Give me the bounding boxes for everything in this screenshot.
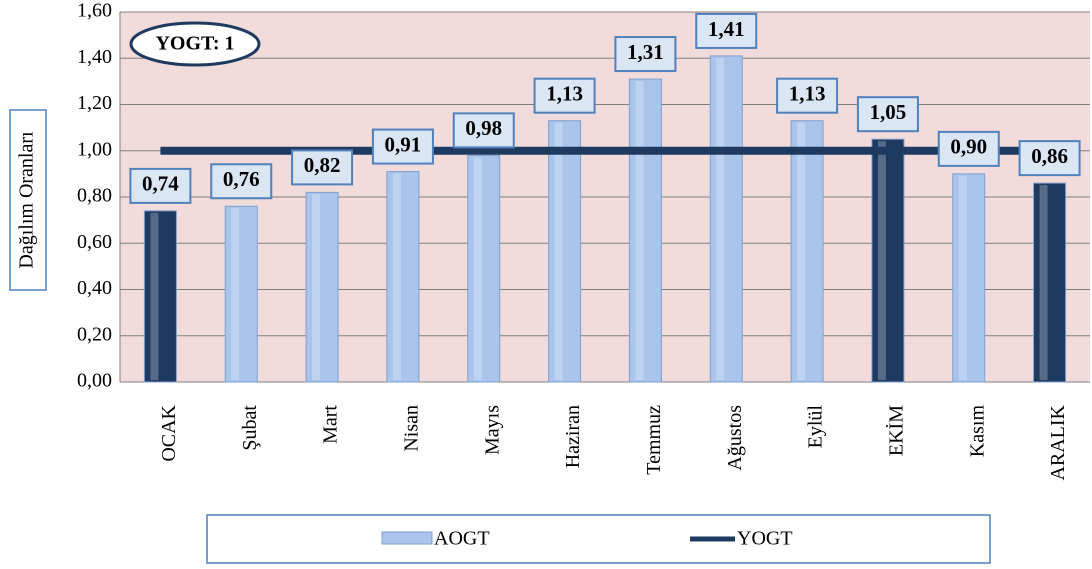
bar-highlight xyxy=(1039,185,1048,380)
bar xyxy=(952,173,986,383)
value-label: 1,41 xyxy=(708,17,745,41)
value-label-box xyxy=(291,149,354,186)
value-label-box xyxy=(856,96,919,133)
x-tick-label: Ağustos xyxy=(724,405,746,471)
value-label: 0,90 xyxy=(950,135,987,159)
bar-highlight xyxy=(877,141,886,380)
annotation: YOGT: 1 xyxy=(155,33,234,55)
bar-highlight xyxy=(231,208,240,380)
value-label: 1,05 xyxy=(870,100,907,124)
value-label: 0,98 xyxy=(465,116,502,140)
bar xyxy=(143,210,177,383)
bar-highlight xyxy=(554,122,563,380)
legend-label: AOGT xyxy=(434,528,490,550)
value-label: 0,82 xyxy=(304,153,341,177)
bar-highlight xyxy=(473,157,482,380)
x-tick-label: Eylül xyxy=(805,405,827,449)
y-tick-label: 1,20 xyxy=(77,92,112,114)
y-tick-label: 0,00 xyxy=(77,370,112,392)
bar xyxy=(709,55,743,383)
bar-highlight xyxy=(312,194,321,380)
x-tick-label: OCAK xyxy=(158,404,180,461)
x-tick-label: Haziran xyxy=(562,405,584,468)
bar xyxy=(871,138,905,383)
bar-highlight xyxy=(797,122,806,380)
value-label-box xyxy=(614,36,677,73)
x-tick-label: Kasım xyxy=(966,405,988,458)
value-label-box xyxy=(695,12,758,49)
bar-highlight xyxy=(392,173,401,380)
value-label-box xyxy=(371,128,434,165)
x-tick-label: Şubat xyxy=(239,405,261,451)
y-tick-label: 0,20 xyxy=(77,323,112,345)
legend-box xyxy=(206,514,991,564)
bar xyxy=(628,78,662,383)
x-tick-label: Temmuz xyxy=(643,405,665,475)
bar xyxy=(224,205,258,383)
x-tick-label: EKİM xyxy=(885,405,908,456)
value-label-box xyxy=(937,130,1000,167)
legend-swatch xyxy=(381,531,433,545)
y-tick-label: 1,60 xyxy=(77,0,112,22)
bar xyxy=(467,154,501,383)
value-label: 1,13 xyxy=(789,82,826,106)
x-tick-label: Mart xyxy=(320,405,342,444)
value-label: 1,31 xyxy=(627,40,664,64)
value-label: 0,91 xyxy=(385,132,422,156)
bar-highlight xyxy=(716,57,725,380)
value-label-box xyxy=(452,112,515,149)
value-label-box xyxy=(533,77,596,114)
bar xyxy=(548,120,582,383)
bar-highlight xyxy=(150,212,159,380)
y-tick-label: 0,80 xyxy=(77,185,112,207)
value-label: 0,74 xyxy=(142,172,179,196)
y-tick-label: 0,60 xyxy=(77,231,112,253)
value-label-box xyxy=(1018,140,1081,177)
y-axis-label: Dağılım Oranları xyxy=(16,131,38,269)
bar-highlight xyxy=(958,175,967,380)
bar xyxy=(305,191,339,383)
bar xyxy=(790,120,824,383)
y-tick-label: 1,00 xyxy=(77,138,112,160)
annotation-ellipse xyxy=(129,21,261,67)
y-tick-label: 1,40 xyxy=(77,46,112,68)
bar-highlight xyxy=(635,81,644,380)
value-label: 1,13 xyxy=(546,82,583,106)
value-label: 0,76 xyxy=(223,167,260,191)
value-label-box xyxy=(129,167,192,204)
x-tick-label: Mayıs xyxy=(481,405,503,455)
x-tick-label: ARALIK xyxy=(1047,404,1069,480)
y-label-box xyxy=(9,109,47,291)
y-tick-label: 0,40 xyxy=(77,277,112,299)
value-label-box xyxy=(776,77,839,114)
bar xyxy=(1033,182,1067,383)
bar xyxy=(386,171,420,383)
value-label-box xyxy=(210,163,273,200)
value-label: 0,86 xyxy=(1031,144,1068,168)
x-tick-label: Nisan xyxy=(401,405,423,452)
legend-label: YOGT xyxy=(737,528,793,550)
